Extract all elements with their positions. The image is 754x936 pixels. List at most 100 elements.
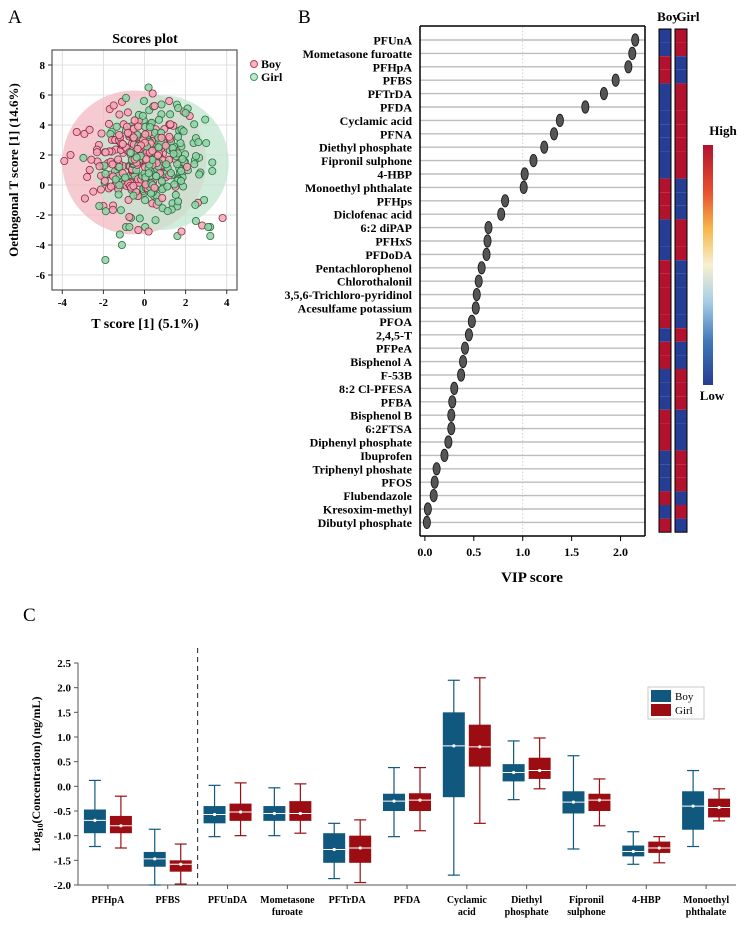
vip-point <box>432 462 441 476</box>
heatmap-cell-girl <box>675 369 687 383</box>
score-point-girl <box>151 216 160 225</box>
vip-point <box>459 354 468 369</box>
box-mean-girl <box>298 811 302 816</box>
heatmap-cell-boy <box>659 192 671 206</box>
score-point-boy <box>83 172 92 181</box>
box-category-label: furoate <box>272 907 303 918</box>
heatmap-cell-boy <box>659 29 671 43</box>
vip-category-label: 6:2FTSA <box>365 422 412 436</box>
vip-x-tick-label: 0.5 <box>466 545 481 559</box>
heatmap-cell-girl <box>675 124 687 138</box>
score-point-boy <box>95 162 104 171</box>
vip-point <box>464 328 473 342</box>
score-point-boy <box>134 225 143 234</box>
box-mean-girl <box>597 798 602 802</box>
score-point-girl <box>173 132 182 141</box>
box-iqr-girl <box>588 793 611 811</box>
vip-point <box>529 154 538 168</box>
vip-x-tick-label: 1.5 <box>564 545 579 559</box>
box-category-label: PFUnDA <box>208 895 248 906</box>
box-y-label-sub: 10 <box>36 823 45 831</box>
heatmap-cell-girl <box>675 301 687 315</box>
vip-category-label: Ibuprofen <box>360 449 412 463</box>
score-point-girl <box>144 83 153 92</box>
box-legend: Boy Girl <box>647 686 705 720</box>
heatmap-cell-girl <box>675 477 687 492</box>
heatmap-cell-boy <box>659 151 671 165</box>
heatmap-cell-girl <box>675 233 687 247</box>
heatmap-col-boy: Boy <box>657 9 679 24</box>
vip-point <box>423 502 432 516</box>
score-point-boy <box>123 108 132 117</box>
score-point-boy <box>66 150 75 159</box>
score-point-boy <box>87 155 96 164</box>
vip-category-label: Bisphenol B <box>350 409 412 423</box>
vip-category-label: PFBA <box>381 395 413 409</box>
panel-a-label: A <box>8 7 22 28</box>
box-y-tick-label: -0.5 <box>54 806 72 818</box>
score-point-boy <box>97 129 106 138</box>
heatmap-cell-girl <box>675 505 687 519</box>
heatmap-frame-boy <box>658 28 672 533</box>
score-point-girl <box>191 200 200 209</box>
box-mean-boy <box>392 799 396 803</box>
scores-x-tick-label: 2 <box>183 297 189 309</box>
score-point-girl <box>176 176 185 185</box>
heatmap-cell-girl <box>675 137 687 152</box>
heatmap-cell-boy <box>659 219 671 233</box>
heatmap-cell-girl <box>675 382 687 397</box>
vip-category-label: Diethyl phosphate <box>319 141 413 155</box>
box-y-tick-label: 1.5 <box>57 707 71 719</box>
heatmap-cell-boy <box>659 491 671 505</box>
score-point-girl <box>170 180 179 189</box>
score-point-girl <box>208 166 217 175</box>
heatmap-cell-boy <box>659 97 671 111</box>
heatmap-cell-girl <box>675 178 687 193</box>
vip-category-label: 4-HBP <box>377 168 412 182</box>
score-point-boy <box>85 165 94 174</box>
heatmap-cell-boy <box>659 69 671 84</box>
score-point-girl <box>190 120 199 129</box>
box-category-label: phosphate <box>505 907 549 918</box>
vip-category-label: PFDoDA <box>365 248 412 262</box>
scores-y-tick-label: 6 <box>40 90 46 102</box>
box-y-tick-label: -2.0 <box>54 880 72 892</box>
legend-boy-marker <box>250 60 258 68</box>
score-point-girl <box>115 162 124 171</box>
scores-y-tick-label: -4 <box>36 240 46 252</box>
score-point-boy <box>150 102 159 111</box>
box-mean-girl <box>478 745 482 749</box>
vip-point <box>444 435 453 449</box>
scores-x-axis-label: T score [1] (5.1%) <box>91 317 199 332</box>
score-point-boy <box>157 133 166 142</box>
panel-a: A Scores plot -4 -2 0 2 4 -6 -4 -2 0 2 4 6 8 T score… <box>6 7 283 332</box>
box-category-label: acid <box>458 907 476 918</box>
box-y-tick-label: 0.0 <box>57 781 71 793</box>
box-mean-girl <box>358 846 362 850</box>
score-point-girl <box>174 197 183 206</box>
heatmap-cell-boy <box>659 205 671 220</box>
vip-point <box>520 167 529 181</box>
score-point-girl <box>195 170 204 179</box>
score-point-girl <box>163 207 172 216</box>
box-y-tick-label: 2.5 <box>57 658 71 670</box>
box-category-label: Mometasone <box>260 895 315 906</box>
score-point-girl <box>174 104 183 113</box>
panel-c: C -2.0 -1.5 -1.0 -0.5 0.0 0.5 1.0 1.5 2.0 2.5 PFH… <box>23 605 736 918</box>
colorbar <box>703 145 713 385</box>
scores-legend: Boy Girl <box>250 57 283 84</box>
score-point-boy <box>118 139 127 148</box>
score-point-girl <box>138 111 147 120</box>
vip-point <box>519 180 528 194</box>
score-point-girl <box>204 222 213 231</box>
score-point-boy <box>166 120 175 129</box>
heatmap-cell-boy <box>659 464 671 478</box>
score-point-boy <box>133 144 142 153</box>
score-point-girl <box>95 201 104 210</box>
score-point-girl <box>112 122 121 131</box>
box-mean-girl <box>179 862 183 866</box>
score-point-boy <box>89 187 98 196</box>
vip-point <box>471 301 480 315</box>
score-point-boy <box>130 116 139 125</box>
